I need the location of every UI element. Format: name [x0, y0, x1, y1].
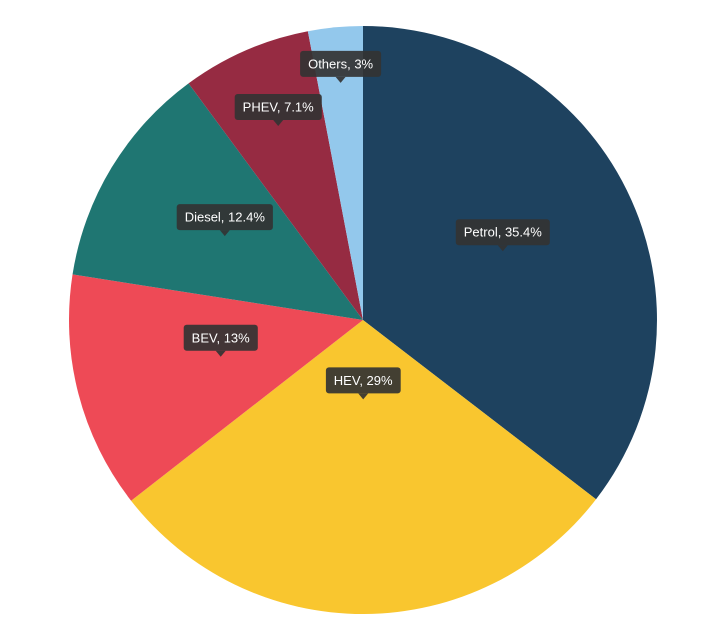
- slice-label-box: [455, 219, 550, 246]
- slice-label-text: Petrol, 35.4%: [464, 225, 542, 240]
- pie-slices: [68, 26, 657, 614]
- slice-label-bev: BEV, 13%: [183, 324, 258, 357]
- slice-label-pointer: [219, 230, 230, 237]
- slice-label-pointer: [358, 393, 369, 400]
- slice-label-text: PHEV, 7.1%: [243, 100, 315, 115]
- slice-label-diesel: Diesel, 12.4%: [176, 204, 273, 237]
- slice-label-pointer: [273, 120, 284, 126]
- slice-label-box: [300, 50, 382, 77]
- slice-label-text: Diesel, 12.4%: [185, 210, 266, 225]
- slice-label-hev: HEV, 29%: [325, 367, 401, 400]
- pie-slice-hev[interactable]: [131, 320, 597, 614]
- slice-label-box: [325, 367, 401, 394]
- slice-label-box: [234, 94, 322, 120]
- pie-slice-diesel[interactable]: [72, 83, 364, 320]
- slice-label-text: Others, 3%: [308, 56, 373, 71]
- slice-label-others: Others, 3%: [300, 50, 382, 83]
- slice-label-text: HEV, 29%: [334, 373, 393, 388]
- slice-label-pointer: [215, 350, 226, 357]
- slice-label-petrol: Petrol, 35.4%: [455, 219, 550, 252]
- slice-label-box: [183, 324, 258, 351]
- slice-label-pointer: [497, 245, 508, 252]
- slice-label-phev: PHEV, 7.1%: [234, 94, 322, 126]
- slice-label-box: [176, 204, 273, 231]
- slice-label-text: BEV, 13%: [192, 330, 251, 345]
- slice-labels: Petrol, 35.4% HEV, 29% BEV, 13% Diesel, 12.…: [176, 50, 550, 400]
- slice-label-pointer: [335, 76, 346, 83]
- pie-slice-bev[interactable]: [68, 274, 364, 501]
- pie-slice-petrol[interactable]: [363, 26, 657, 500]
